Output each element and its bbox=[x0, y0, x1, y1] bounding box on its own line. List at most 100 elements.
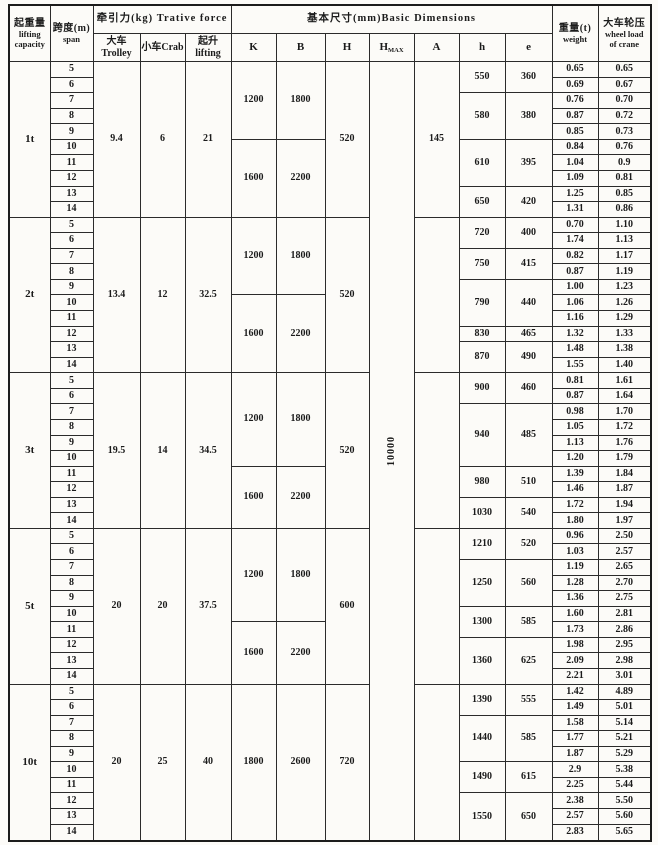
span-cell: 8 bbox=[49, 574, 94, 592]
wheel-load-cell: 2.57 bbox=[597, 543, 652, 560]
table-row: 13 1030 540 1.72 1.94 bbox=[9, 496, 652, 529]
wheel-load-cell: 1.40 bbox=[597, 356, 652, 374]
e-cell: 540 bbox=[504, 496, 553, 529]
e-cell: 585 bbox=[504, 605, 553, 638]
trolley-force-cell: 9.4 bbox=[92, 61, 141, 218]
wheel-load-cell: 1.23 bbox=[597, 278, 652, 296]
e-cell: 585 bbox=[504, 714, 553, 763]
table-row: 6 1.74 1.13 bbox=[9, 232, 652, 249]
span-cell: 5 bbox=[49, 61, 94, 78]
h-small-cell: 900 bbox=[458, 372, 506, 405]
h-dimension-cell: 720 bbox=[324, 683, 370, 842]
span-cell: 12 bbox=[49, 169, 94, 187]
table-row: 2t 5 13.4 12 32.5 1200 1800 520 720 400 0.70 1.10 bbox=[8, 216, 652, 374]
weight-cell: 0.84 bbox=[551, 138, 599, 156]
h-small-cell: 720 bbox=[458, 216, 506, 249]
b-cell: 2200 bbox=[275, 621, 326, 685]
wheel-load-cell: 5.14 bbox=[597, 714, 652, 732]
span-cell: 10 bbox=[49, 605, 94, 623]
wheel-load-cell: 2.95 bbox=[597, 636, 652, 654]
wheel-load-cell: 5.60 bbox=[597, 808, 652, 825]
span-cell: 8 bbox=[49, 418, 94, 436]
k-cell: 1800 bbox=[230, 683, 277, 842]
wheel-load-cell: 2.98 bbox=[597, 652, 652, 669]
e-cell: 520 bbox=[504, 527, 553, 561]
table-row: 13 650 420 1.25 0.85 bbox=[9, 185, 652, 218]
e-cell: 460 bbox=[504, 372, 553, 405]
e-column-header: e bbox=[504, 33, 553, 62]
crab-force-header: 小车Crab bbox=[139, 33, 186, 62]
a-dimension-cell: 145 bbox=[413, 61, 460, 218]
span-cell: 13 bbox=[49, 496, 94, 514]
span-cell: 13 bbox=[49, 185, 94, 203]
span-cell: 8 bbox=[49, 107, 94, 125]
weight-header-en: weight bbox=[562, 33, 588, 44]
table-row: 13 2.57 5.60 bbox=[9, 808, 652, 825]
table-row: 6 1.03 2.57 bbox=[9, 543, 652, 560]
wheel-load-cell: 1.84 bbox=[597, 465, 652, 483]
h-small-cell: 790 bbox=[458, 278, 506, 327]
weight-cell: 2.25 bbox=[551, 776, 599, 794]
table-row: 5t 5 20 20 37.5 1200 1800 600 1210 520 0.96 2.50 bbox=[8, 527, 652, 685]
wheel-load-header-cn: 大车轮压 bbox=[603, 17, 646, 29]
wheel-load-cell: 1.10 bbox=[597, 216, 652, 234]
weight-cell: 1.87 bbox=[551, 745, 599, 763]
weight-cell: 1.77 bbox=[551, 730, 599, 747]
h-small-cell: 1390 bbox=[458, 683, 506, 716]
span-cell: 8 bbox=[49, 730, 94, 747]
weight-cell: 2.83 bbox=[551, 823, 599, 842]
h-small-cell: 750 bbox=[458, 247, 506, 280]
weight-cell: 1.20 bbox=[551, 450, 599, 467]
table-row: 13 870 490 1.48 1.38 bbox=[9, 341, 652, 374]
capacity-header-cn: 起重量 bbox=[14, 17, 46, 29]
wheel-load-cell: 1.76 bbox=[597, 434, 652, 452]
wheel-load-cell: 0.73 bbox=[597, 123, 652, 140]
h-small-cell: 580 bbox=[458, 92, 506, 140]
trolley-force-cell: 20 bbox=[92, 683, 141, 842]
a-column-header: A bbox=[413, 33, 460, 62]
e-cell: 615 bbox=[504, 761, 553, 794]
span-cell: 9 bbox=[49, 278, 94, 296]
weight-cell: 1.04 bbox=[551, 154, 599, 171]
wheel-load-cell: 0.85 bbox=[597, 185, 652, 203]
lifting-force-cell: 40 bbox=[184, 683, 232, 842]
span-cell: 12 bbox=[49, 792, 94, 809]
table-header: 起重量 lifting capacity 跨度(m) span 牵引力(kg) … bbox=[8, 4, 652, 62]
wheel-load-cell: 5.38 bbox=[597, 761, 652, 778]
b-cell: 1800 bbox=[275, 372, 326, 467]
table-row: 6 1.49 5.01 bbox=[9, 699, 652, 716]
k-cell: 1600 bbox=[230, 138, 277, 218]
table-row: 12 1.09 0.81 bbox=[9, 169, 652, 187]
wheel-load-cell: 1.94 bbox=[597, 496, 652, 514]
wheel-load-cell: 5.44 bbox=[597, 776, 652, 794]
span-cell: 9 bbox=[49, 123, 94, 140]
capacity-cell: 10t bbox=[8, 683, 51, 842]
b-column-header: B bbox=[275, 33, 326, 62]
lifting-force-cell: 37.5 bbox=[184, 527, 232, 685]
wheel-load-cell: 5.21 bbox=[597, 730, 652, 747]
lifting-force-cell: 34.5 bbox=[184, 372, 232, 529]
e-cell: 380 bbox=[504, 92, 553, 140]
crab-force-cell: 14 bbox=[139, 372, 186, 529]
span-cell: 7 bbox=[49, 403, 94, 420]
wheel-load-cell: 2.65 bbox=[597, 559, 652, 576]
span-cell: 11 bbox=[49, 154, 94, 171]
h-small-cell: 550 bbox=[458, 60, 506, 94]
wheel-load-cell: 4.89 bbox=[597, 683, 652, 701]
e-cell: 360 bbox=[504, 60, 553, 94]
span-cell: 11 bbox=[49, 310, 94, 327]
weight-cell: 1.36 bbox=[551, 590, 599, 607]
wheel-load-cell: 5.50 bbox=[597, 792, 652, 809]
weight-cell: 0.70 bbox=[551, 216, 599, 234]
span-cell: 6 bbox=[49, 76, 94, 94]
span-cell: 13 bbox=[49, 341, 94, 358]
wheel-load-cell: 2.50 bbox=[597, 527, 652, 545]
table-row: 7 1440 585 1.58 5.14 bbox=[9, 714, 652, 763]
weight-cell: 2.09 bbox=[551, 652, 599, 669]
weight-cell: 1.13 bbox=[551, 434, 599, 452]
a-dimension-cell bbox=[413, 527, 460, 685]
crab-force-cell: 12 bbox=[139, 216, 186, 374]
span-cell: 5 bbox=[49, 372, 94, 389]
span-cell: 5 bbox=[49, 527, 94, 545]
span-cell: 14 bbox=[49, 512, 94, 529]
